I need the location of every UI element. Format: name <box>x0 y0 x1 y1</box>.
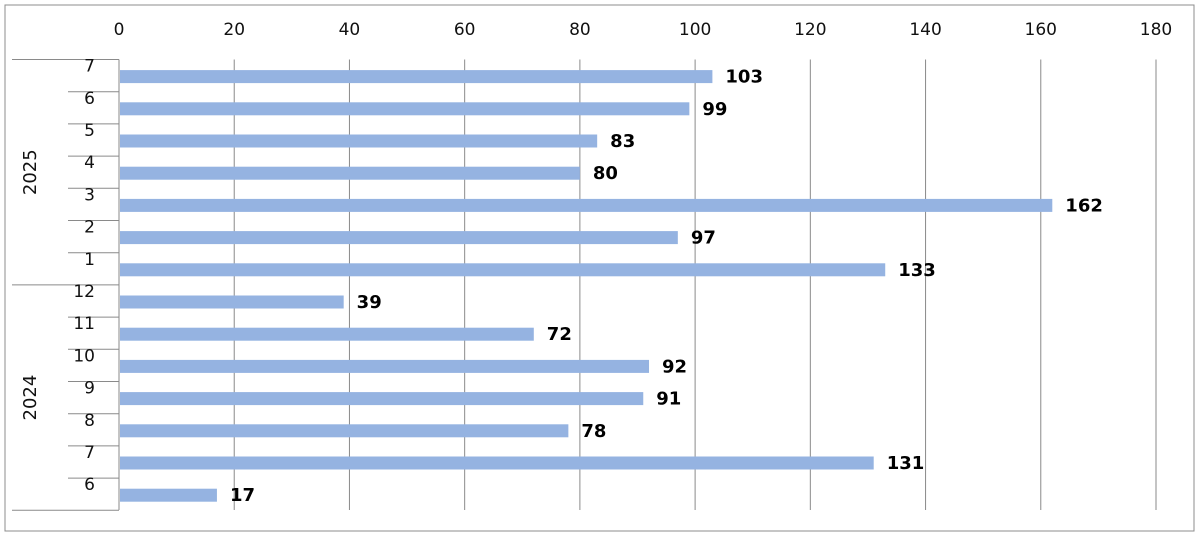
x-tick-label: 100 <box>679 20 711 40</box>
bar <box>120 231 678 245</box>
bar <box>120 359 650 373</box>
x-tick-label: 20 <box>223 20 245 40</box>
category-label: 3 <box>84 185 95 205</box>
data-label: 162 <box>1065 195 1103 216</box>
category-axis: 7 6 5 4 3 2 1 12 11 10 9 8 7 6 2025 2024 <box>12 57 120 511</box>
x-tick-label: 140 <box>909 20 941 40</box>
data-label: 92 <box>662 356 687 377</box>
x-tick-label: 60 <box>454 20 476 40</box>
bar <box>120 295 344 309</box>
bar <box>120 263 886 277</box>
data-label: 103 <box>725 67 763 88</box>
data-label: 80 <box>593 163 618 184</box>
x-tick-label: 120 <box>794 20 826 40</box>
x-tick-label: 40 <box>339 20 361 40</box>
category-label: 12 <box>73 282 95 302</box>
category-label: 7 <box>84 443 95 463</box>
data-label: 91 <box>656 389 681 410</box>
category-label: 6 <box>84 475 95 495</box>
data-labels: 103 99 83 80 162 97 133 39 72 92 91 78 131 17 <box>230 67 1103 507</box>
x-axis-ticks: 0 20 40 60 80 100 120 140 160 180 <box>114 20 1173 40</box>
category-label: 7 <box>84 57 95 77</box>
data-label: 133 <box>898 260 936 281</box>
bar <box>120 488 217 502</box>
data-label: 72 <box>547 324 572 345</box>
x-tick-label: 0 <box>114 20 125 40</box>
bars <box>120 70 1053 502</box>
data-label: 17 <box>230 485 255 506</box>
category-label: 10 <box>73 346 95 366</box>
bar <box>120 456 874 470</box>
bar <box>120 102 690 116</box>
category-label: 11 <box>73 314 95 334</box>
category-label: 1 <box>84 250 95 270</box>
group-label: 2025 <box>20 149 41 195</box>
category-label: 6 <box>84 89 95 109</box>
category-label: 2 <box>84 218 95 238</box>
category-label: 8 <box>84 411 95 431</box>
data-label: 83 <box>610 131 635 152</box>
bar <box>120 424 569 438</box>
bar <box>120 166 580 180</box>
x-tick-label: 160 <box>1025 20 1057 40</box>
data-label: 131 <box>887 453 925 474</box>
category-label: 4 <box>84 153 95 173</box>
data-label: 99 <box>702 99 727 120</box>
category-label: 5 <box>84 121 95 141</box>
x-tick-label: 180 <box>1140 20 1172 40</box>
group-label: 2024 <box>20 375 41 421</box>
bar <box>120 392 644 406</box>
bar <box>120 198 1053 212</box>
bar <box>120 70 713 84</box>
data-label: 39 <box>357 292 382 313</box>
data-label: 78 <box>581 421 606 442</box>
x-tick-label: 80 <box>569 20 591 40</box>
category-label: 9 <box>84 379 95 399</box>
bar <box>120 134 598 148</box>
bar <box>120 327 534 341</box>
data-label: 97 <box>691 228 716 249</box>
